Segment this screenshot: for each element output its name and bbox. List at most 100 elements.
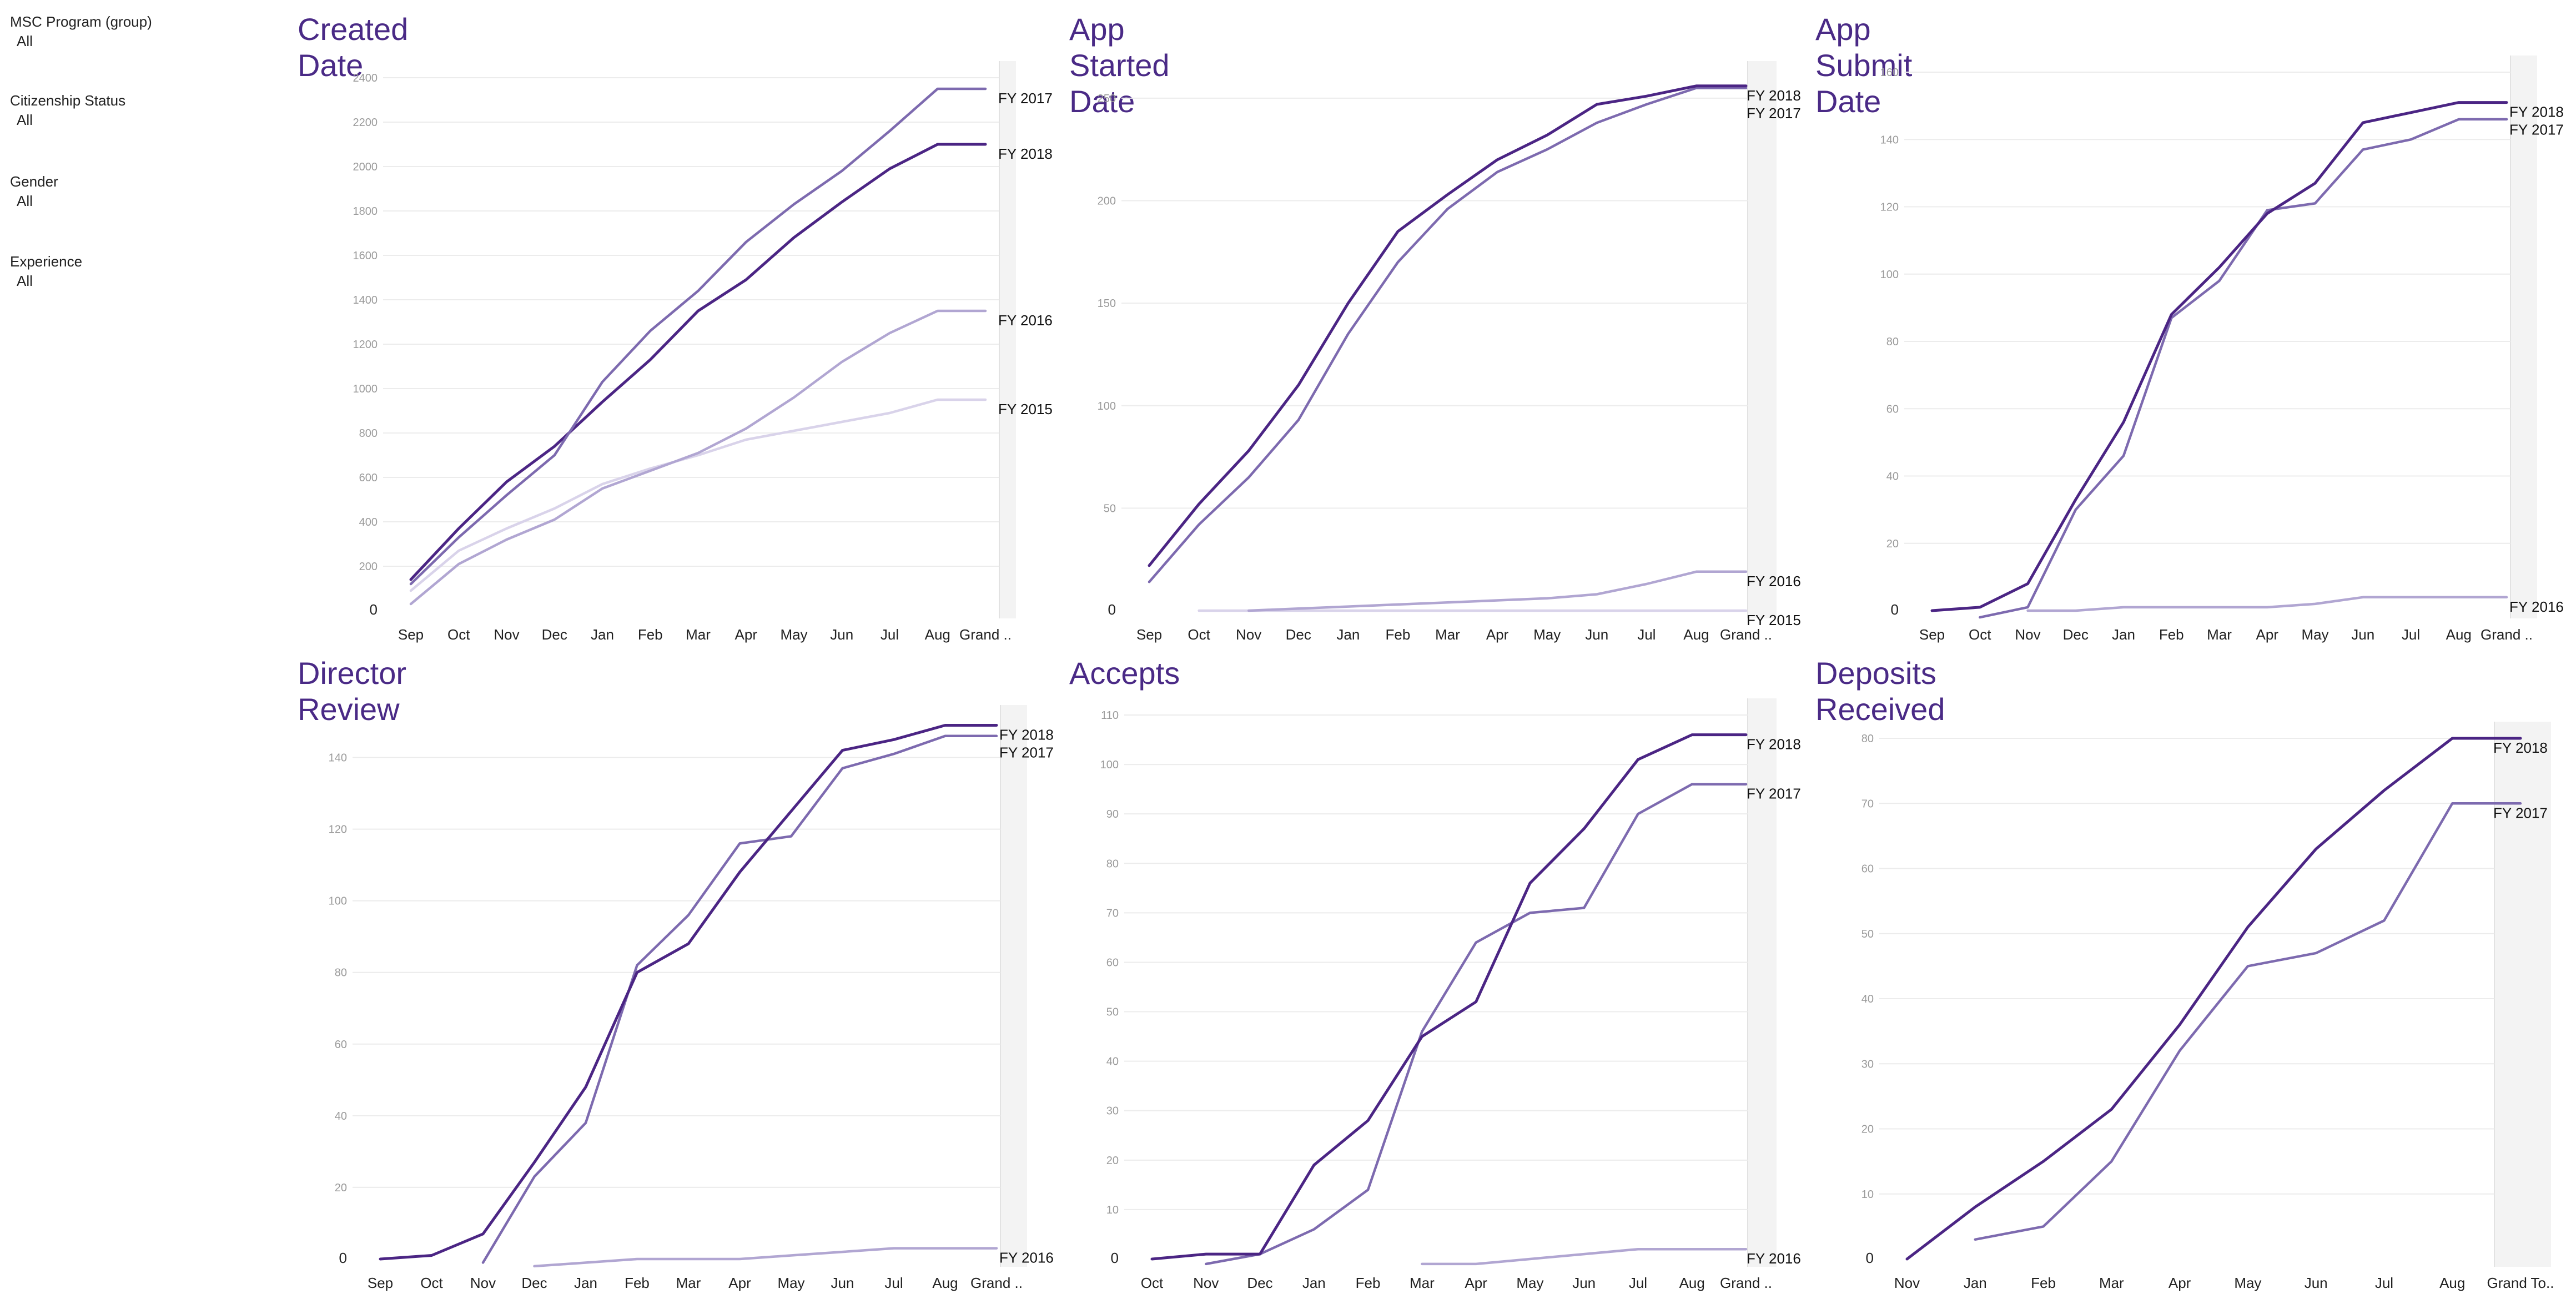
series-end-label: FY 2016 <box>1747 573 1801 590</box>
y-tick-label: 10 <box>1861 1189 1874 1201</box>
y-tick-label: 100 <box>1098 400 1116 412</box>
y-tick-label: 140 <box>329 752 347 764</box>
x-tick-label: Jul <box>2375 1275 2393 1291</box>
series-line-fy-2016 <box>409 309 987 606</box>
x-tick-label: Dec <box>2063 626 2089 643</box>
x-tick-label: Jul <box>1637 626 1656 643</box>
y-tick-label: 20 <box>1861 1124 1874 1136</box>
chart-title: Deposits Received <box>1815 656 1945 727</box>
y-tick-label: 40 <box>1886 471 1899 483</box>
x-tick-label: May <box>2301 626 2328 643</box>
series-line-fy-2017 <box>1974 802 2522 1241</box>
series-line-fy-2018 <box>379 724 998 1261</box>
y-tick-label: 2400 <box>353 72 378 84</box>
x-tick-label: Dec <box>1286 626 1311 643</box>
grand-total-band <box>2494 722 2551 1267</box>
y-tick-label: 40 <box>1861 993 1874 1005</box>
series-end-label: FY 2016 <box>2509 598 2564 615</box>
chart-1-group: 0 50 100 150 200 250 Sep Oct Nov Dec Jan Feb Mar Apr M… <box>1098 61 1801 643</box>
x-tick-label: Dec <box>1247 1275 1272 1291</box>
chart-title: App Started Date <box>1069 12 1170 119</box>
x-tick-label: Mar <box>676 1275 701 1291</box>
x-tick-label: Grand .. <box>1720 626 1772 643</box>
series-line-fy-2018 <box>1150 733 1748 1261</box>
y-tick-label: 600 <box>359 472 378 484</box>
y-tick-label: 1200 <box>353 339 378 351</box>
y-tick-label: 1400 <box>353 294 378 306</box>
x-tick-label: Jan <box>574 1275 597 1291</box>
y-tick-label: 50 <box>1104 502 1116 515</box>
y-tick-label: 50 <box>1861 928 1874 940</box>
x-tick-label: Nov <box>1236 626 1261 643</box>
filter-value[interactable]: All <box>17 273 33 289</box>
x-tick-label: Jan <box>591 626 614 643</box>
y-tick-label: 0 <box>339 1250 347 1266</box>
series-line-fy-2018 <box>1905 737 2522 1261</box>
y-tick-label: 80 <box>335 967 347 979</box>
filter-value[interactable]: All <box>17 33 33 49</box>
series-line-fy-2018 <box>1930 101 2508 612</box>
filter-label: MSC Program (group) <box>10 13 152 30</box>
y-tick-label: 2200 <box>353 117 378 129</box>
x-tick-label: Jul <box>2402 626 2420 643</box>
y-tick-label: 400 <box>359 516 378 528</box>
chart-title: Accepts <box>1069 656 1180 691</box>
series-end-label: FY 2016 <box>999 1250 1054 1266</box>
y-tick-label: 60 <box>1886 403 1899 415</box>
y-tick-label: 1600 <box>353 250 378 262</box>
y-tick-label: 110 <box>1101 709 1119 722</box>
y-tick-label: 100 <box>1100 759 1119 771</box>
y-tick-label: 70 <box>1861 798 1874 810</box>
x-tick-label: Aug <box>932 1275 958 1291</box>
y-tick-label: 0 <box>1108 601 1116 618</box>
x-tick-label: Jan <box>1964 1275 1987 1291</box>
series-line-fy-2017 <box>409 87 987 586</box>
y-tick-label: 70 <box>1106 907 1119 919</box>
x-tick-label: Jun <box>2305 1275 2328 1291</box>
x-tick-label: Jan <box>2112 626 2135 643</box>
x-tick-label: Mar <box>2207 626 2232 643</box>
series-line-fy-2017 <box>1979 118 2508 619</box>
filter-value[interactable]: All <box>17 193 33 209</box>
series-line-fy-2016 <box>2026 596 2508 612</box>
x-tick-label: Nov <box>1193 1275 1219 1291</box>
x-tick-label: Sep <box>368 1275 393 1291</box>
x-tick-label: Apr <box>2169 1275 2191 1291</box>
y-tick-label: 20 <box>1886 538 1899 550</box>
series-end-label: FY 2017 <box>2493 804 2548 821</box>
x-tick-label: Feb <box>1356 1275 1381 1291</box>
x-tick-label: Feb <box>638 626 663 643</box>
grand-total-band <box>1748 61 1777 618</box>
x-tick-label: Aug <box>1683 626 1709 643</box>
x-tick-label: Nov <box>2015 626 2040 643</box>
filter-experience[interactable]: Experience All <box>10 253 82 290</box>
filter-msc-program[interactable]: MSC Program (group) All <box>10 13 152 50</box>
filter-gender[interactable]: Gender All <box>10 173 58 210</box>
x-tick-label: Nov <box>470 1275 496 1291</box>
series-end-label: FY 2017 <box>1747 786 1801 802</box>
x-tick-label: Jun <box>2351 626 2374 643</box>
x-tick-label: Apr <box>1486 626 1509 643</box>
series-line-fy-2016 <box>533 1247 998 1268</box>
filter-citizenship-status[interactable]: Citizenship Status All <box>10 92 125 129</box>
series-end-label: FY 2016 <box>998 312 1053 329</box>
y-tick-label: 1800 <box>353 205 378 218</box>
series-end-label: FY 2017 <box>999 744 1054 761</box>
x-tick-label: May <box>1516 1275 1543 1291</box>
x-tick-label: May <box>2234 1275 2261 1291</box>
x-tick-label: Jan <box>1336 626 1360 643</box>
series-end-label: FY 2016 <box>1747 1250 1801 1267</box>
chart-0-group: 0 200 400 600 800 1000 1200 1400 1600 1800 2000 220… <box>353 61 1053 643</box>
x-tick-label: Feb <box>1386 626 1411 643</box>
series-end-label: FY 2018 <box>999 726 1054 743</box>
x-tick-label: May <box>780 626 807 643</box>
y-tick-label: 2000 <box>353 161 378 173</box>
series-end-label: FY 2018 <box>998 145 1053 162</box>
x-tick-label: Mar <box>686 626 711 643</box>
x-tick-label: Mar <box>1435 626 1460 643</box>
grand-total-band <box>1748 698 1777 1267</box>
x-tick-label: Apr <box>728 1275 751 1291</box>
filter-value[interactable]: All <box>17 112 33 128</box>
filter-panel: MSC Program (group) All Citizenship Stat… <box>0 0 266 1299</box>
